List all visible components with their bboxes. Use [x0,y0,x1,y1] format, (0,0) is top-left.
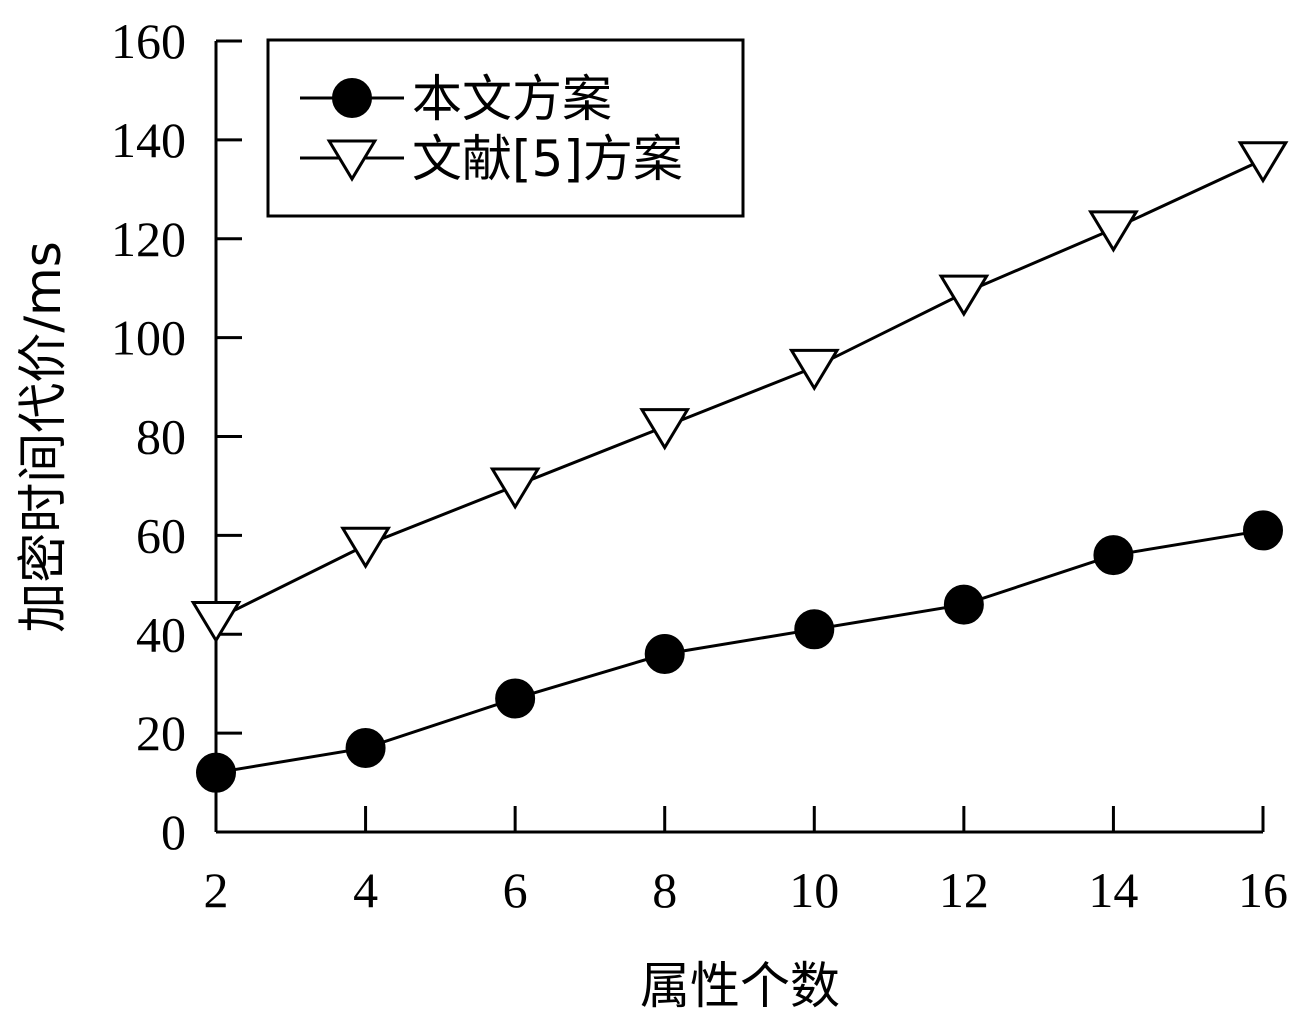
data-point [340,526,392,570]
data-point [1237,141,1289,184]
data-point [788,348,840,392]
y-tick-label: 120 [111,211,186,267]
y-tick-label: 160 [111,13,186,69]
x-tick-label: 12 [939,862,989,918]
y-tick-label: 0 [161,804,186,860]
data-point [943,584,984,625]
series-line [215,158,1264,621]
series-layer [190,141,1289,793]
data-point [639,408,691,451]
legend-label: 文献[5]方案 [412,130,683,188]
x-tick-label: 4 [353,862,378,918]
x-axis-title: 属性个数 [640,957,840,1015]
data-point [1243,510,1283,551]
legend-label: 本文方案 [412,70,612,128]
data-point [495,678,536,719]
x-tick-label: 8 [652,862,677,918]
series-1 [196,510,1283,793]
x-tick-label: 14 [1088,862,1138,918]
legend-marker [326,139,378,182]
legend-box [266,38,745,218]
y-tick-label: 60 [136,507,186,563]
data-point [938,274,990,317]
x-tick-label: 2 [204,862,229,918]
data-point [644,634,685,675]
y-tick-label: 20 [136,705,186,761]
x-tick-label: 6 [503,862,528,918]
y-tick-label: 80 [136,409,186,465]
data-point [196,752,236,793]
series-2 [190,141,1289,644]
data-point [489,467,541,510]
data-point [1093,535,1134,576]
data-point [190,600,242,644]
data-point [345,727,386,768]
y-tick-label: 140 [111,112,186,168]
x-tick-label: 16 [1238,862,1288,918]
axes: 0 20 40 60 80 100 120 140 160 2 4 6 8 10 12 14 16 [111,13,1288,918]
legend-entry: 文献[5]方案 [300,130,683,188]
y-tick-label: 100 [111,310,186,366]
y-tick-label: 40 [136,606,186,662]
y-axis-title: 加密时间代价/ms [14,241,72,633]
data-point [794,609,835,650]
data-point [1087,210,1139,253]
legend-marker [332,78,372,118]
legend-entry: 本文方案 [300,70,612,128]
series-line [215,528,1264,775]
x-tick-label: 10 [789,862,839,918]
